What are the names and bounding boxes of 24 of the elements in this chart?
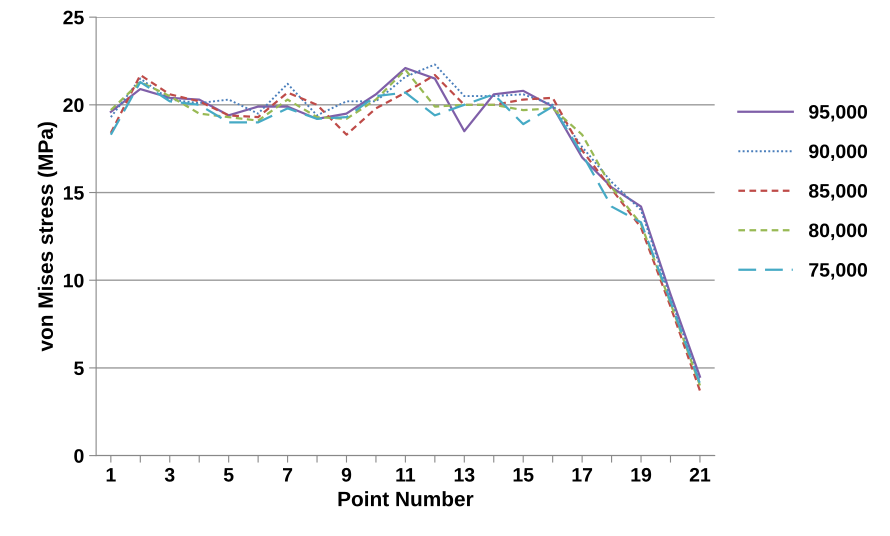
x-tick-label: 1	[106, 468, 116, 482]
legend-label: 90,000	[809, 144, 868, 162]
x-tick-label: 21	[690, 468, 710, 482]
x-tick-label: 5	[224, 468, 234, 482]
x-axis-title: Point Number	[338, 491, 474, 506]
legend-label: 75,000	[809, 263, 868, 280]
y-tick-label: 0	[74, 449, 84, 463]
y-axis-title: von Mises stress (MPa)	[38, 122, 58, 352]
legend-label: 85,000	[808, 184, 868, 201]
x-tick-label: 3	[164, 468, 174, 482]
x-tick-label: 11	[396, 468, 416, 482]
x-tick-label: 7	[283, 468, 292, 482]
y-tick-label: 5	[74, 362, 84, 376]
legend-label: 95,000	[809, 104, 868, 122]
y-tick-label: 25	[63, 10, 84, 24]
y-tick-label: 10	[64, 274, 84, 288]
y-tick-label: 15	[64, 186, 84, 200]
x-tick-label: 15	[514, 468, 534, 482]
legend-label: 80,000	[808, 223, 868, 240]
y-tick-label: 20	[63, 98, 84, 112]
x-tick-label: 13	[454, 468, 474, 482]
x-tick-label: 9	[342, 468, 352, 482]
x-tick-label: 17	[572, 468, 592, 482]
x-tick-label: 19	[631, 468, 652, 482]
